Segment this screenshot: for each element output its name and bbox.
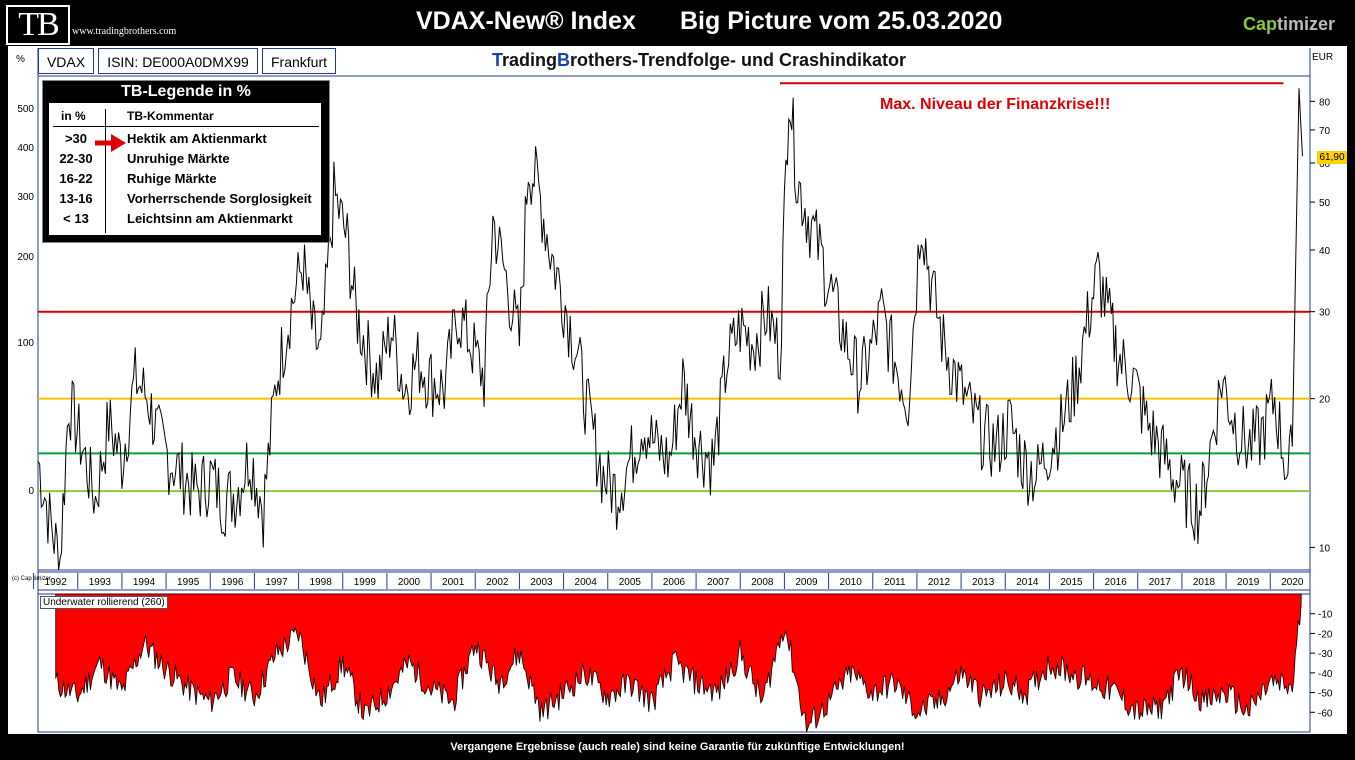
x-tick-label: 2011 [884, 577, 906, 588]
x-tick-label: 2003 [530, 577, 553, 588]
right-unit-label: EUR [1312, 52, 1334, 63]
arrow-right-icon [95, 134, 126, 152]
x-tick-label: 2020 [1281, 577, 1304, 588]
disclaimer-footer: Vergangene Ergebnisse (auch reale) sind … [450, 741, 905, 753]
brand-part-b: timizer [1277, 14, 1336, 34]
right-tick-label: 40 [1319, 246, 1331, 257]
price-series [37, 88, 1303, 571]
uw-tick-label: -40 [1318, 669, 1333, 680]
legend-comment: Hektik am Aktienmarkt [127, 131, 267, 146]
brand-logo: Captimizer [1243, 14, 1335, 35]
brand-part-a: Cap [1243, 14, 1278, 34]
underwater-area [55, 593, 1302, 733]
site-url[interactable]: www.tradingbrothers.com [72, 26, 177, 37]
x-tick-label: 2014 [1016, 577, 1039, 588]
x-tick-label: 1998 [310, 577, 333, 588]
legend-vdivider [105, 109, 106, 233]
uw-tick-label: -30 [1318, 649, 1333, 660]
axes: 10 20 30 40 50 60 70 80 500 400 300 200 100 0 1992 1993… [17, 97, 1333, 719]
x-tick-label: 2001 [442, 577, 465, 588]
uw-tick-label: -60 [1318, 708, 1333, 719]
right-tick-label: 80 [1319, 97, 1331, 108]
x-tick-label: 2008 [751, 577, 774, 588]
header-bar [0, 0, 1355, 46]
legend-range: >30 [64, 131, 88, 146]
legend-range: < 13 [63, 211, 89, 226]
uw-tick-label: -20 [1318, 629, 1333, 640]
right-tick-label: 60 [1319, 159, 1331, 170]
x-tick-label: 2018 [1193, 577, 1216, 588]
exchange-cell[interactable]: Frankfurt [262, 48, 336, 74]
legend-body: in % TB-Kommentar >30 Hektik am Aktienmar… [49, 103, 321, 235]
x-tick-label: 2005 [619, 577, 642, 588]
left-unit-label: % [16, 54, 25, 65]
left-tick-label: 300 [17, 192, 34, 203]
x-tick-label: 2006 [663, 577, 686, 588]
x-tick-label: 1997 [265, 577, 288, 588]
underwater-label: Underwater rollierend (260) [40, 596, 168, 609]
x-tick-label: 2019 [1237, 577, 1260, 588]
left-tick-label: 0 [28, 486, 34, 497]
left-tick-label: 500 [17, 104, 34, 115]
x-tick-label: 1994 [133, 577, 156, 588]
indicator-subtitle: TradingBrothers-Trendfolge- und Crashind… [492, 50, 907, 70]
x-tick-label: 2002 [486, 577, 509, 588]
x-tick-label: 1996 [221, 577, 244, 588]
threshold-lines [38, 82, 1310, 493]
last-price-tag: 61,90 [1317, 151, 1347, 164]
chart-date-title: Big Picture vom 25.03.2020 [680, 7, 1003, 35]
x-tick-label: 1995 [177, 577, 200, 588]
right-tick-label: 10 [1319, 543, 1331, 554]
right-tick-label: 50 [1319, 198, 1331, 209]
left-tick-label: 200 [17, 252, 34, 263]
legend-comment: Leichtsinn am Aktienmarkt [127, 211, 293, 226]
chart-title: VDAX-New® Index [416, 7, 636, 35]
tb-legend: TB-Legende in % in % TB-Kommentar >30 Hek… [42, 80, 330, 243]
x-tick-label: 2017 [1149, 577, 1172, 588]
x-tick-label: 1992 [45, 577, 68, 588]
x-tick-label: 2000 [398, 577, 421, 588]
x-tick-label: 2007 [707, 577, 730, 588]
vdax-line [37, 88, 1303, 571]
left-tick-label: 100 [17, 338, 34, 349]
x-tick-label: 2009 [795, 577, 818, 588]
isin-cell[interactable]: ISIN: DE000A0DMX99 [98, 48, 258, 74]
max-level-annotation: Max. Niveau der Finanzkrise!!! [880, 96, 1111, 113]
corner-label: (c) Cap timizer [12, 576, 51, 582]
uw-tick-label: -50 [1318, 689, 1333, 700]
x-tick-label: 1999 [354, 577, 377, 588]
left-tick-label: 400 [17, 143, 34, 154]
right-tick-label: 30 [1319, 308, 1331, 319]
legend-comment: Ruhige Märkte [127, 171, 217, 186]
legend-col-range: in % [61, 109, 86, 123]
underwater-series [55, 593, 1302, 733]
x-tick-label: 1993 [89, 577, 112, 588]
uw-tick-label: -10 [1318, 610, 1333, 621]
x-tick-label: 2012 [928, 577, 951, 588]
legend-col-comment: TB-Kommentar [127, 109, 214, 123]
legend-range: 13-16 [59, 191, 93, 206]
right-tick-label: 70 [1319, 126, 1331, 137]
x-tick-label: 2010 [840, 577, 863, 588]
legend-range: 16-22 [59, 171, 93, 186]
x-tick-label: 2004 [575, 577, 598, 588]
legend-title: TB-Legende in % [121, 83, 251, 100]
legend-range: 22-30 [59, 151, 93, 166]
x-tick-label: 2015 [1060, 577, 1083, 588]
x-tick-label: 2016 [1105, 577, 1128, 588]
x-tick-label: 2013 [972, 577, 995, 588]
legend-comment: Unruhige Märkte [127, 151, 230, 166]
tb-logo: TB [6, 5, 70, 45]
legend-comment: Vorherrschende Sorglosigkeit [127, 191, 312, 206]
legend-divider [53, 126, 319, 127]
right-tick-label: 20 [1319, 395, 1331, 406]
